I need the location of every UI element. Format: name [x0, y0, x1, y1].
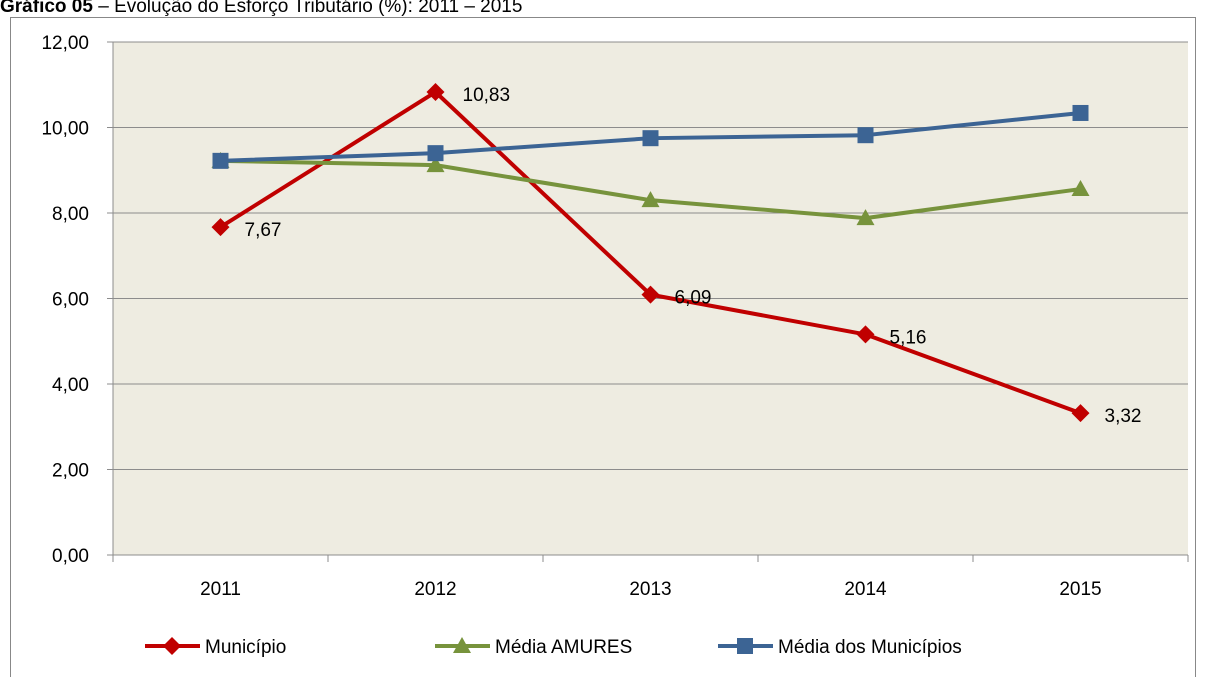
- legend-marker: [453, 637, 471, 653]
- y-tick-label: 2,00: [52, 461, 89, 482]
- y-tick-label: 10,00: [41, 119, 89, 140]
- data-point: [641, 285, 660, 304]
- legend-marker: [737, 638, 753, 654]
- data-point: [1071, 404, 1090, 423]
- legend-marker: [163, 637, 181, 655]
- data-point: [212, 152, 229, 169]
- data-point: [856, 325, 875, 344]
- data-point: [857, 127, 874, 144]
- data-point: [427, 145, 444, 162]
- data-point: [641, 191, 660, 208]
- data-point: [211, 218, 230, 237]
- x-tick-label: 2012: [414, 579, 456, 600]
- data-point: [426, 83, 445, 102]
- data-point: [1072, 104, 1089, 121]
- y-tick-label: 12,00: [41, 33, 89, 54]
- y-tick-label: 0,00: [52, 546, 89, 567]
- data-point: [856, 209, 875, 226]
- legend-label: Média AMURES: [495, 637, 632, 658]
- x-tick-label: 2011: [200, 579, 241, 600]
- x-tick-label: 2014: [844, 579, 887, 600]
- data-label: 7,67: [245, 220, 282, 241]
- x-tick-label: 2015: [1059, 579, 1101, 600]
- title-number: Gráfico 05: [0, 0, 93, 17]
- title-text: – Evolução do Esforço Tributário (%): 20…: [98, 0, 522, 17]
- chart-title: Gráfico 05 – Evolução do Esforço Tributá…: [0, 0, 522, 17]
- legend-label: Município: [205, 637, 286, 658]
- y-tick-label: 6,00: [52, 290, 89, 311]
- legend-label: Média dos Municípios: [778, 637, 962, 658]
- data-label: 5,16: [890, 327, 927, 348]
- y-tick-label: 8,00: [52, 204, 89, 225]
- data-label: 6,09: [675, 288, 712, 309]
- x-tick-label: 2013: [629, 579, 671, 600]
- data-point: [426, 156, 445, 173]
- y-tick-label: 4,00: [52, 375, 89, 396]
- data-label: 10,83: [463, 85, 511, 106]
- data-point: [642, 130, 659, 147]
- data-point: [1071, 180, 1090, 197]
- data-label: 3,32: [1105, 406, 1142, 427]
